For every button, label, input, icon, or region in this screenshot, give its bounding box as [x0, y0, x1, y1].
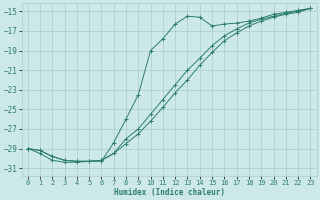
X-axis label: Humidex (Indice chaleur): Humidex (Indice chaleur) [114, 188, 225, 197]
